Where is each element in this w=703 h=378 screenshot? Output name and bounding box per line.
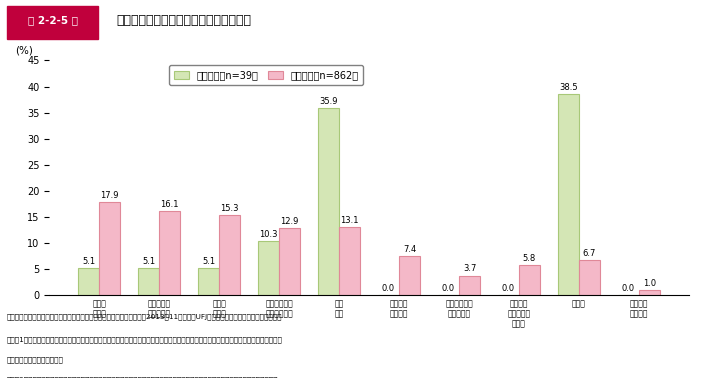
Text: 資料：中小企業庁委託「自治体の中小企業支援の実態に関する調査」（2013年11月、三菱UFJリサーチ＆コンサルティング（株））: 資料：中小企業庁委託「自治体の中小企業支援の実態に関する調査」（2013年11月… [7, 314, 283, 320]
Bar [279, 228, 300, 295]
Text: 5.1: 5.1 [142, 257, 155, 266]
Text: 1.0: 1.0 [643, 279, 656, 288]
Bar [78, 268, 99, 295]
Text: 第 2-2-5 図: 第 2-2-5 図 [27, 15, 78, 25]
Bar [318, 108, 339, 295]
Bar [558, 94, 579, 295]
Text: 2．都道府県のその他には、「雇用の創出」、「産業振興」、「経営と金融の一体的総合的支援」、「中小企業の振興」等を含む。: 2．都道府県のその他には、「雇用の創出」、「産業振興」、「経営と金融の一体的総合… [7, 376, 278, 378]
Text: 0.0: 0.0 [622, 284, 635, 293]
Bar [399, 256, 420, 295]
Bar [459, 276, 480, 295]
Bar [159, 211, 180, 295]
Bar [138, 268, 159, 295]
Bar [198, 268, 219, 295]
Text: 0.0: 0.0 [442, 284, 455, 293]
Text: 13.1: 13.1 [340, 215, 359, 225]
Text: 5.1: 5.1 [202, 257, 215, 266]
Text: 10.3: 10.3 [259, 230, 278, 239]
Text: 0.0: 0.0 [502, 284, 515, 293]
Text: 6.7: 6.7 [583, 249, 596, 258]
Bar [339, 227, 360, 295]
Text: 7.4: 7.4 [403, 245, 416, 254]
Text: 15.3: 15.3 [221, 204, 239, 213]
Text: 5.8: 5.8 [523, 254, 536, 263]
Text: 12.9: 12.9 [280, 217, 299, 226]
Text: （注）1．地域の抱える課題に対して、重点的に取り組んでいる対策について１位から３位を回答してもらった中で、１位に選択されたもの: （注）1．地域の抱える課題に対して、重点的に取り組んでいる対策について１位から３… [7, 336, 283, 343]
Y-axis label: (%): (%) [15, 46, 32, 56]
Text: 自治体の地域が抱える課題への取組内容: 自治体の地域が抱える課題への取組内容 [116, 14, 251, 27]
Bar [639, 290, 660, 295]
Text: 17.9: 17.9 [101, 191, 119, 200]
Text: 5.1: 5.1 [82, 257, 96, 266]
Bar [258, 241, 279, 295]
Text: 3.7: 3.7 [463, 265, 476, 274]
Bar [579, 260, 600, 295]
Text: 16.1: 16.1 [160, 200, 179, 209]
Bar [219, 215, 240, 295]
Text: のを集計している。: のを集計している。 [7, 357, 64, 363]
Text: 0.0: 0.0 [382, 284, 395, 293]
Bar [519, 265, 540, 295]
Text: 38.5: 38.5 [559, 83, 578, 92]
FancyBboxPatch shape [7, 6, 98, 39]
Legend: 都道府県（n=39）, 市区町村（n=862）: 都道府県（n=39）, 市区町村（n=862） [169, 65, 363, 85]
Bar [99, 201, 120, 295]
Text: 35.9: 35.9 [319, 97, 338, 106]
